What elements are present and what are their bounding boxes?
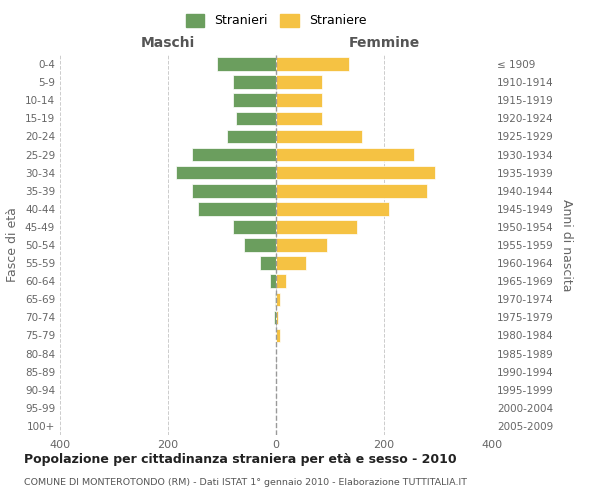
Bar	[276, 292, 280, 306]
Bar	[276, 238, 328, 252]
Text: Maschi: Maschi	[141, 36, 195, 50]
Bar	[276, 58, 349, 71]
Bar	[274, 310, 276, 324]
Text: Popolazione per cittadinanza straniera per età e sesso - 2010: Popolazione per cittadinanza straniera p…	[24, 452, 457, 466]
Bar	[276, 256, 306, 270]
Bar	[276, 130, 362, 143]
Bar	[275, 292, 276, 306]
Bar	[193, 148, 276, 162]
Bar	[276, 202, 389, 215]
Bar	[260, 256, 276, 270]
Bar	[217, 58, 276, 71]
Bar	[233, 94, 276, 107]
Bar	[276, 166, 435, 179]
Bar	[276, 220, 357, 234]
Bar	[244, 238, 276, 252]
Bar	[176, 166, 276, 179]
Legend: Stranieri, Straniere: Stranieri, Straniere	[181, 8, 371, 32]
Bar	[276, 274, 286, 288]
Bar	[227, 130, 276, 143]
Bar	[269, 274, 276, 288]
Bar	[235, 112, 276, 125]
Text: COMUNE DI MONTEROTONDO (RM) - Dati ISTAT 1° gennaio 2010 - Elaborazione TUTTITAL: COMUNE DI MONTEROTONDO (RM) - Dati ISTAT…	[24, 478, 467, 487]
Bar	[276, 94, 322, 107]
Text: Femmine: Femmine	[349, 36, 419, 50]
Y-axis label: Fasce di età: Fasce di età	[7, 208, 19, 282]
Y-axis label: Anni di nascita: Anni di nascita	[560, 198, 573, 291]
Bar	[193, 184, 276, 198]
Bar	[198, 202, 276, 215]
Bar	[276, 112, 322, 125]
Bar	[276, 76, 322, 89]
Bar	[233, 220, 276, 234]
Bar	[276, 184, 427, 198]
Bar	[276, 328, 280, 342]
Bar	[233, 76, 276, 89]
Bar	[276, 310, 278, 324]
Bar	[276, 148, 414, 162]
